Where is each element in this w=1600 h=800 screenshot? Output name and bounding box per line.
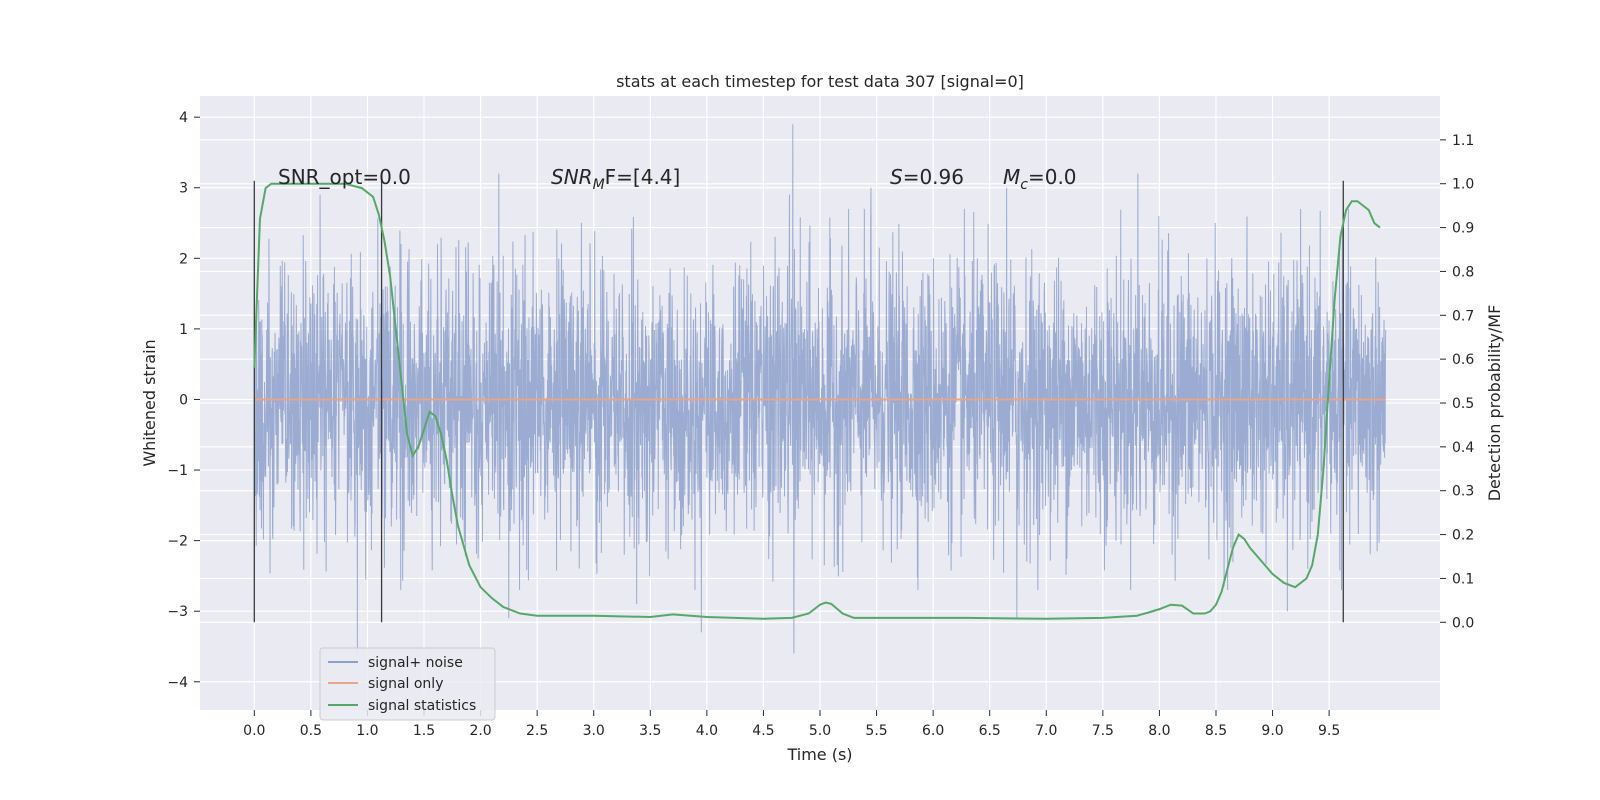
- y-right-tick-label: 0.9: [1452, 221, 1474, 237]
- x-tick-label: 7.0: [1035, 723, 1057, 739]
- chart-title: stats at each timestep for test data 307…: [616, 72, 1024, 91]
- annotation-snr-mf-sub: M: [593, 177, 605, 193]
- annotation-s-val: =0.96: [903, 165, 964, 189]
- annotation-s-sym: S: [890, 165, 903, 189]
- legend-label-noise: signal+ noise: [368, 655, 463, 671]
- annotation-mc-sub: c: [1020, 177, 1028, 193]
- signal-statistics-line: [253, 182, 1381, 620]
- y-tick-label: 4: [179, 110, 188, 126]
- legend-label-stats: signal statistics: [368, 698, 476, 714]
- annotation-mc-val: =0.0: [1028, 165, 1077, 189]
- x-tick-label: 4.0: [696, 723, 718, 739]
- x-tick-label: 7.5: [1092, 723, 1114, 739]
- y-right-tick-label: 0.4: [1452, 440, 1474, 456]
- y-tick-label: 2: [179, 251, 188, 267]
- y-right-tick-label: 0.2: [1452, 528, 1474, 544]
- y-tick-label: 1: [179, 322, 188, 338]
- x-tick-label: 1.5: [413, 723, 435, 739]
- y-right-tick-label: 0.3: [1452, 484, 1474, 500]
- y-right-tick-label: 0.7: [1452, 308, 1474, 324]
- x-tick-label: 8.5: [1205, 723, 1227, 739]
- vertical-markers: [253, 180, 1344, 623]
- legend-label-signal: signal only: [368, 676, 443, 692]
- x-tick-label: 2.0: [469, 723, 491, 739]
- y-tick-label: −2: [167, 534, 188, 550]
- y-right-tick-label: 1.1: [1452, 133, 1474, 149]
- y-axis-right-label: Detection probability/MF: [1485, 305, 1504, 502]
- y-right-tick-label: 0.1: [1452, 571, 1474, 587]
- x-tick-label: 6.5: [979, 723, 1001, 739]
- y-tick-label: −4: [167, 675, 188, 691]
- annotation-s: S=0.96: [890, 165, 964, 189]
- y-tick-label: −3: [167, 604, 188, 620]
- x-tick-label: 9.5: [1318, 723, 1340, 739]
- legend: signal+ noise signal only signal statist…: [319, 647, 496, 721]
- y-tick-label: 0: [179, 392, 188, 408]
- legend-box: [319, 647, 496, 721]
- x-tick-label: 5.5: [865, 723, 887, 739]
- x-tick-label: 6.0: [922, 723, 944, 739]
- annotation-snr-mf-base: SNR: [551, 165, 593, 189]
- x-tick-label: 0.5: [300, 723, 322, 739]
- y-axis-ticks: −4 −3 −2 −1 0 1 2 3 4: [167, 110, 200, 691]
- x-tick-label: 2.5: [526, 723, 548, 739]
- x-tick-label: 3.5: [639, 723, 661, 739]
- y-axis-label: Whitened strain: [140, 339, 159, 466]
- x-tick-label: 0.0: [243, 723, 265, 739]
- annotation-mc-sym: M: [1003, 165, 1020, 189]
- annotation-snr-mf-tail: F=[4.4]: [605, 165, 681, 189]
- y-right-tick-label: 0.5: [1452, 396, 1474, 412]
- annotation-snr-opt: SNR_opt=0.0: [278, 165, 411, 189]
- annotation-mc: Mc=0.0: [1003, 165, 1077, 193]
- annotation-snr-mf: SNRMF=[4.4]: [551, 165, 680, 193]
- x-tick-label: 1.0: [356, 723, 378, 739]
- y-axis-right-ticks: 0.0 0.1 0.2 0.3 0.4 0.5 0.6 0.7 0.8 0.9 1.0 1.1: [1440, 133, 1474, 631]
- x-axis-label: Time (s): [786, 745, 852, 764]
- y-right-tick-label: 1.0: [1452, 177, 1474, 193]
- y-right-tick-label: 0.8: [1452, 264, 1474, 280]
- y-right-tick-label: 0.6: [1452, 352, 1474, 368]
- x-tick-label: 3.0: [583, 723, 605, 739]
- x-tick-label: 9.0: [1261, 723, 1283, 739]
- x-tick-label: 8.0: [1148, 723, 1170, 739]
- x-tick-label: 4.5: [752, 723, 774, 739]
- y-right-tick-label: 0.0: [1452, 615, 1474, 631]
- x-tick-label: 5.0: [809, 723, 831, 739]
- y-tick-label: −1: [167, 463, 188, 479]
- y-tick-label: 3: [179, 181, 188, 197]
- x-axis-ticks: 0.0 0.5 1.0 1.5 2.0 2.5 3.0 3.5 4.0 4.5 5.0 5.5 6.0 6…: [243, 710, 1340, 739]
